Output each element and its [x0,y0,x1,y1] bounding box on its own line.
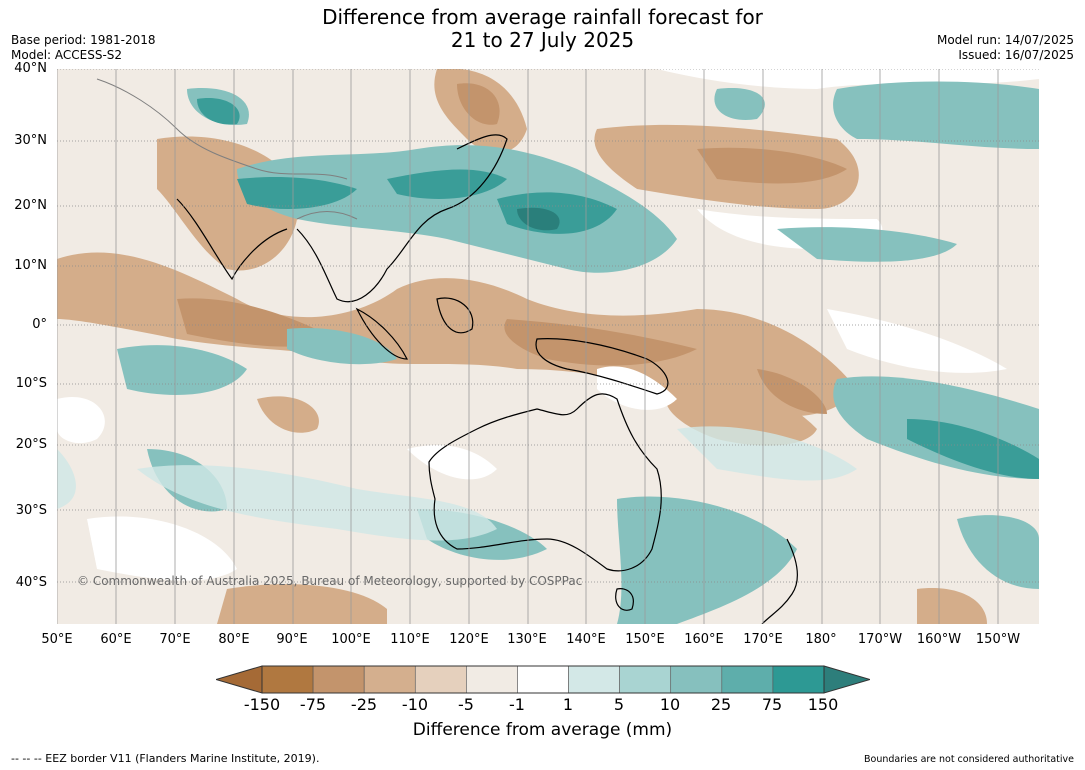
indian-coast [176,198,288,281]
colorbar-tick-label: 10 [659,695,681,714]
colorbar-cell [261,665,314,694]
new-zealand-coast [761,538,799,624]
colorbar-tick-label: -5 [458,695,474,714]
lon-label-160e: 160°E [684,632,724,647]
colorbar-cells [216,665,870,694]
colorbar-tick-label: 5 [613,695,625,714]
lat-label-40s: 40°S [15,575,47,590]
eez-border-legend: -- -- -- EEZ border V11 (Flanders Marine… [11,752,320,765]
lat-label-10s: 10°S [15,376,47,391]
borneo-coast [436,297,474,334]
colorbar-tick-label: -75 [299,695,327,714]
australia-coast [428,393,662,572]
model-run-text: Model run: 14/07/2025 [936,33,1074,47]
sumatra-coast [355,307,408,360]
lon-label-120e: 120°E [449,632,489,647]
colorbar-tick-label: 25 [710,695,732,714]
title-line-2: 21 to 27 July 2025 [450,28,635,52]
lon-label-80e: 80°E [218,632,250,647]
colorbar-cell [772,665,825,694]
colorbar-tick-label: 1 [562,695,574,714]
boundaries-note: Boundaries are not considered authoritat… [864,754,1074,765]
colorbar-cell [568,665,620,694]
southeast-asia-coast [296,134,508,303]
lon-label-50e: 50°E [41,632,73,647]
lat-label-10n: 10°N [14,258,47,273]
issued-text: Issued: 16/07/2025 [958,48,1074,62]
colorbar-tick-label: -25 [350,695,378,714]
wet-light-regions [57,426,857,541]
colorbar-cell [517,665,569,694]
lon-label-70e: 70°E [159,632,191,647]
title-line-1: Difference from average rainfall forecas… [322,5,763,29]
lon-label-180: 180° [805,632,837,647]
tasmania-coast [615,588,634,611]
lat-label-20s: 20°S [15,437,47,452]
lon-label-110e: 110°E [390,632,430,647]
colorbar-cell [670,665,723,694]
meridians [57,69,999,624]
colorbar-title: Difference from average (mm) [412,720,673,740]
new-guinea-coast [535,338,669,395]
lon-label-150e: 150°E [625,632,665,647]
colorbar-tick-label: -1 [509,695,525,714]
colorbar-tick-label: 75 [761,695,783,714]
lon-label-170e: 170°E [743,632,783,647]
colorbar-cell [721,665,774,694]
rainfall-anomaly-map [57,69,1039,624]
colorbar-tick-label: -10 [401,695,429,714]
lat-label-40n: 40°N [14,61,47,76]
lon-label-160w: 160°W [916,632,962,647]
colorbar-tick-label: -150 [243,695,281,714]
map-canvas [57,69,1039,624]
colorbar-tick-label: 150 [807,695,839,714]
colorbar-cell [414,665,467,694]
copyright-text: © Commonwealth of Australia 2025, Bureau… [77,574,583,588]
lat-label-30n: 30°N [14,133,47,148]
lon-label-150w: 150°W [975,632,1021,647]
lat-label-0: 0° [32,317,47,332]
lon-label-130e: 130°E [507,632,547,647]
colorbar-cell [466,665,518,694]
lon-label-60e: 60°E [100,632,132,647]
country-borders [96,78,358,220]
colorbar-cell [619,665,672,694]
lon-label-170w: 170°W [857,632,903,647]
lon-label-140e: 140°E [566,632,606,647]
lat-label-30s: 30°S [15,503,47,518]
lon-label-100e: 100°E [331,632,371,647]
base-period-text: Base period: 1981-2018 [11,33,156,47]
colorbar-extension-high [823,665,870,694]
colorbar [216,665,870,694]
colorbar-extension-low [216,665,263,694]
model-text: Model: ACCESS-S2 [11,48,123,62]
lat-label-20n: 20°N [14,198,47,213]
colorbar-cell [312,665,365,694]
colorbar-cell [363,665,416,694]
lon-label-90e: 90°E [276,632,308,647]
coastlines [176,134,799,624]
